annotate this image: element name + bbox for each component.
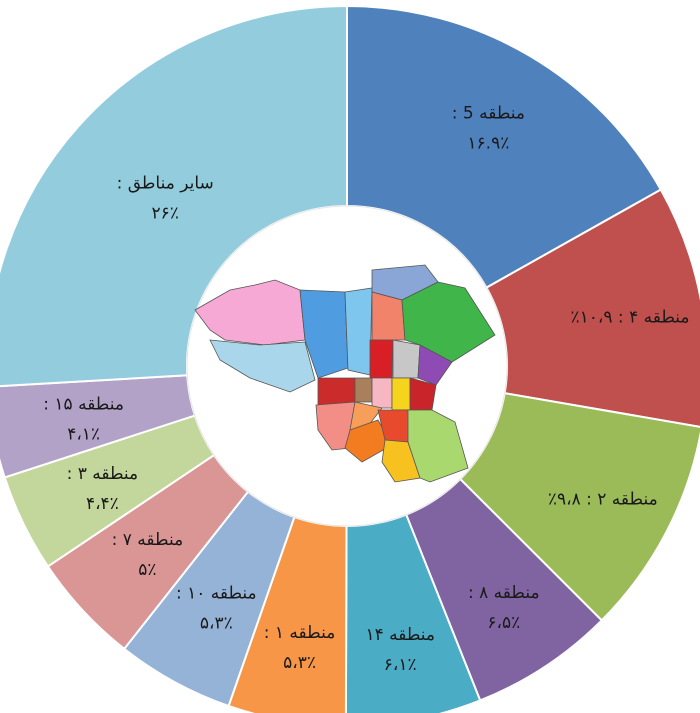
map-district-18 — [315, 401, 356, 451]
map-district-11 — [371, 377, 393, 409]
map-district-21 — [209, 339, 316, 393]
labels-group: منطقه 5 : ۱۶.۹٪ منطقه ۴ : ۱۰،۹٪ منطقه ۲ : ۹… — [43, 103, 689, 675]
slice-label-3: منطقه ۲ : ۹،۸٪ — [548, 489, 658, 509]
map-district-15 — [407, 409, 469, 483]
map-district-4 — [401, 281, 496, 363]
slice-value-label-11: ۲۶٪ — [151, 203, 178, 223]
slice-label-2: منطقه ۴ : ۱۰،۹٪ — [570, 308, 689, 328]
map-district-12 — [391, 377, 411, 411]
slice-label-5: منطقه ۱۴ — [365, 625, 435, 645]
map-district-7 — [392, 339, 421, 379]
map-district-3 — [371, 291, 406, 341]
slice-label-8: منطقه ۷ : — [112, 530, 184, 550]
map-district-9 — [317, 377, 356, 406]
map-district-19 — [344, 419, 393, 463]
slice-value-label-10: ۴،۱٪ — [67, 425, 100, 445]
slice-value-label-4: ۶،۵٪ — [487, 613, 520, 633]
slice-value-label-6: ۵،۳٪ — [283, 653, 316, 673]
slice-label-7: منطقه ۱۰ : — [176, 584, 257, 604]
slice-value-label-5: ۶،۱٪ — [384, 655, 417, 675]
map-district-10 — [354, 377, 373, 403]
map-district-5 — [299, 289, 349, 379]
slice-label-6: منطقه ۱ : — [264, 623, 336, 643]
slice-value-label-7: ۵،۳٪ — [200, 614, 233, 634]
slice-label-1: منطقه 5 : — [452, 103, 525, 123]
map-district-6 — [369, 339, 394, 379]
slice-value-label-8: ۵٪ — [138, 560, 156, 580]
slice-label-11: سایر مناطق : — [117, 173, 214, 193]
slice-value-label-9: ۴،۴٪ — [86, 494, 119, 514]
slice-label-10: منطقه ۱۵ : — [43, 395, 124, 415]
slice-value-label-1: ۱۶.۹٪ — [467, 133, 509, 153]
slice-label-4: منطقه ۸ : — [468, 583, 540, 603]
tehran-districts-map — [194, 264, 496, 483]
map-district-2 — [344, 287, 373, 376]
slice-label-9: منطقه ۳ : — [67, 464, 139, 484]
